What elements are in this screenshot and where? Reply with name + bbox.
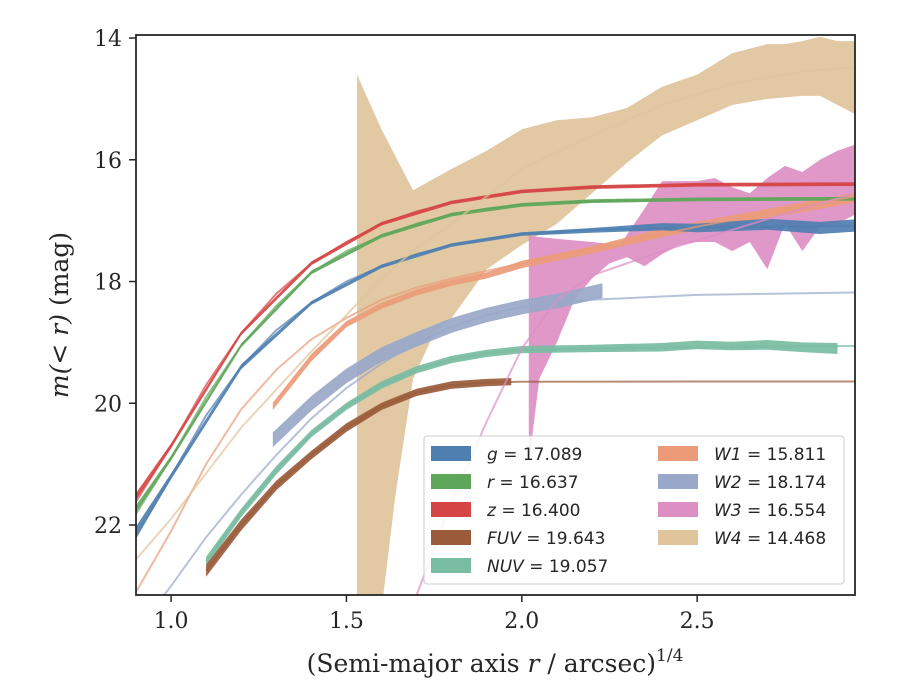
x-tick-label: 2.5 [680, 609, 715, 634]
y-tick-label: 22 [94, 514, 122, 539]
series-w1-model-line [136, 195, 855, 594]
series-w4-band [357, 36, 855, 595]
x-axis-title: (Semi-major axis r / arcsec)1/4 [307, 646, 684, 678]
legend-box [423, 435, 845, 585]
series-w2-band [272, 283, 603, 448]
series-fuv-model-line [205, 380, 855, 572]
x-axis-ticks: 1.0 1.5 2.0 2.5 [154, 595, 715, 634]
legend-label-r: r = 16.637 [487, 473, 579, 493]
legend-label-g: g = 17.089 [487, 445, 582, 465]
x-tick-label: 1.5 [329, 609, 364, 634]
legend-label-w1: W1 = 15.811 [714, 445, 826, 465]
legend-swatch-w1 [658, 446, 698, 461]
series-g-model-line [136, 225, 855, 540]
series-w2-model-line [162, 291, 855, 595]
legend-swatch-g [431, 446, 471, 461]
legend-label-w3: W3 = 16.554 [714, 501, 826, 521]
legend-label-w4: W4 = 14.468 [714, 529, 826, 549]
legend-label-nuv: NUV = 19.057 [487, 557, 608, 577]
y-tick-label: 14 [94, 27, 122, 52]
x-tick-label: 1.0 [154, 609, 189, 634]
legend-swatch-w4 [658, 530, 698, 545]
legend-swatch-r [431, 474, 471, 489]
series-fuv-band [206, 378, 512, 577]
legend-label-z: z = 16.400 [486, 501, 580, 521]
series-r-model-line [136, 197, 855, 516]
legend-label-w2: W2 = 18.174 [714, 473, 826, 493]
series-z-model-line [136, 183, 855, 504]
legend-swatch-z [431, 502, 471, 517]
legend-swatch-w2 [658, 474, 698, 489]
x-tick-label: 2.0 [504, 609, 539, 634]
series-w1-band [272, 192, 855, 410]
plot-frame [135, 34, 856, 596]
y-axis-ticks: 14 16 18 20 22 [94, 27, 136, 539]
y-tick-label: 18 [94, 271, 122, 296]
y-axis-title: m(< r) (mag) [45, 232, 74, 398]
legend-swatch-nuv [431, 558, 471, 573]
series-nuv-model-line [205, 345, 855, 563]
legend-swatch-w3 [658, 502, 698, 517]
series-w4-model-line [136, 66, 855, 562]
y-tick-label: 16 [94, 149, 122, 174]
y-tick-label: 20 [94, 392, 122, 417]
legend: g = 17.089 r = 16.637 z = 16.400 FUV = 19.6… [423, 435, 845, 585]
legend-label-fuv: FUV = 19.643 [487, 529, 605, 549]
legend-swatch-fuv [431, 530, 471, 545]
